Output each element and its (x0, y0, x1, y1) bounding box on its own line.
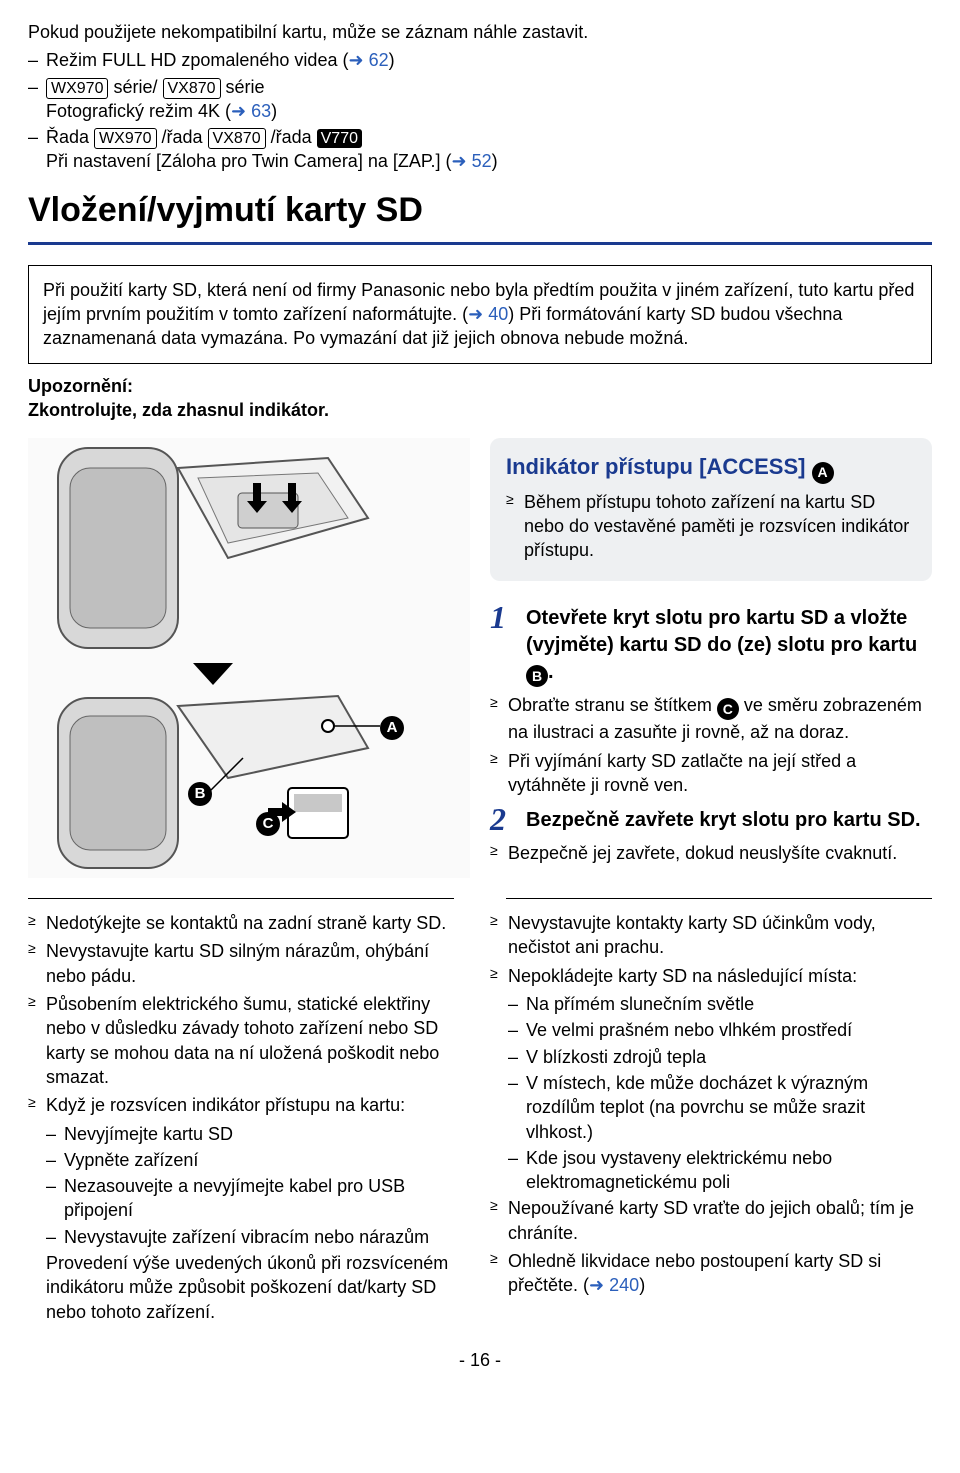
warning-text: Zkontrolujte, zda zhasnul indikátor. (28, 398, 932, 422)
step-1: 1 Otevřete kryt slotu pro kartu SD a vlo… (490, 601, 932, 687)
intro-item-2: WX970 série/ VX870 série Fotografický re… (28, 75, 932, 124)
text: Řada (46, 127, 94, 147)
text: ) (639, 1275, 645, 1295)
step1-bullet-2: Při vyjímání karty SD zatlačte na její s… (490, 749, 932, 798)
page-ref: 62 (369, 50, 389, 70)
model-tag-inverted: V770 (317, 129, 362, 148)
step2-bullet: Bezpečně jej zavřete, dokud neuslyšíte c… (490, 841, 932, 865)
figure-label-c: C (256, 812, 280, 836)
list-item: V blízkosti zdrojů tepla (508, 1045, 932, 1069)
bottom-left-tail: Provedení výše uvedených úkonů při rozsv… (46, 1251, 470, 1324)
section-title: Vložení/vyjmutí karty SD (28, 188, 932, 234)
step1-bullet-1: Obraťte stranu se štítkem C ve směru zob… (490, 693, 932, 745)
text: série (221, 77, 265, 97)
title-rule (28, 242, 932, 245)
intro-item-1-pre: Režim FULL HD zpomaleného videa ( (46, 50, 348, 70)
indicator-bullets: Během přístupu tohoto zařízení na kartu … (506, 490, 916, 563)
text: Obraťte stranu se štítkem (508, 695, 717, 715)
list-item: V místech, kde může docházet k výrazným … (508, 1071, 932, 1144)
indicator-title: Indikátor přístupu [ACCESS] A (506, 452, 916, 483)
text: ) (492, 151, 498, 171)
arrow-icon: ➜ (589, 1275, 609, 1295)
model-tag: VX870 (163, 78, 221, 99)
list-item: Vypněte zařízení (46, 1148, 470, 1172)
step1-text-a: Otevřete kryt slotu pro kartu SD a vložt… (526, 607, 917, 656)
step1-text-b: . (548, 661, 554, 683)
step-text: Otevřete kryt slotu pro kartu SD a vložt… (526, 601, 932, 687)
list-item: Nevystavujte zařízení vibracím nebo nára… (46, 1225, 470, 1249)
step2-bullets: Bezpečně jej zavřete, dokud neuslyšíte c… (490, 841, 932, 865)
list-item: Kde jsou vystaveny elektrickému nebo ele… (508, 1146, 932, 1195)
list-item: Nepoužívané karty SD vraťte do jejich ob… (490, 1196, 932, 1245)
list-item: Na přímém slunečním světle (508, 992, 932, 1016)
indicator-title-text: Indikátor přístupu [ACCESS] (506, 454, 812, 479)
indicator-bullet: Během přístupu tohoto zařízení na kartu … (506, 490, 916, 563)
arrow-icon: ➜ (231, 101, 251, 121)
model-tag: WX970 (46, 78, 108, 99)
bottom-right-sublist: Na přímém slunečním světle Ve velmi praš… (508, 992, 932, 1194)
bottom-left-list: Nedotýkejte se kontaktů na zadní straně … (28, 911, 470, 1117)
step-2: 2 Bezpečně zavřete kryt slotu pro kartu … (490, 803, 932, 835)
text: /řada (266, 127, 317, 147)
bottom-right-list-2: Nepoužívané karty SD vraťte do jejich ob… (490, 1196, 932, 1297)
list-item: Když je rozsvícen indikátor přístupu na … (28, 1093, 470, 1117)
divider (506, 898, 932, 899)
bottom-right-col: Nevystavujte kontakty karty SD účinkům v… (490, 878, 932, 1324)
bottom-left-col: Nedotýkejte se kontaktů na zadní straně … (28, 878, 470, 1324)
page-ref: 52 (472, 151, 492, 171)
text: Ohledně likvidace nebo postoupení karty … (508, 1251, 881, 1295)
circle-letter-b: B (526, 665, 548, 687)
page-ref: 40 (488, 304, 508, 324)
text: ) (271, 101, 277, 121)
illustration-row: A B C Indikátor přístupu [ACCESS] A Běhe… (28, 438, 932, 878)
model-tag: VX870 (208, 128, 266, 149)
list-item: Nevystavujte kartu SD silným nárazům, oh… (28, 939, 470, 988)
steps-block: 1 Otevřete kryt slotu pro kartu SD a vlo… (490, 601, 932, 866)
intro-item-3: Řada WX970 /řada VX870 /řada V770 Při na… (28, 125, 932, 174)
list-item: Nezasouvejte a nevyjímejte kabel pro USB… (46, 1174, 470, 1223)
model-tag: WX970 (94, 128, 156, 149)
intro-note: Pokud použijete nekompatibilní kartu, mů… (28, 20, 932, 44)
arrow-icon: ➜ (452, 151, 472, 171)
info-box: Při použití karty SD, která není od firm… (28, 265, 932, 364)
list-item: Působením elektrického šumu, statické el… (28, 992, 470, 1089)
text: /řada (157, 127, 208, 147)
warning-label: Upozornění: (28, 376, 133, 396)
step1-bullets: Obraťte stranu se štítkem C ve směru zob… (490, 693, 932, 797)
intro-list: Režim FULL HD zpomaleného videa (➜ 62) W… (28, 48, 932, 173)
right-column: Indikátor přístupu [ACCESS] A Během přís… (490, 438, 932, 869)
step-number: 1 (490, 601, 518, 687)
sd-card-illustration: A B C (28, 438, 470, 878)
warning-heading: Upozornění: (28, 374, 932, 398)
page-ref: 63 (251, 101, 271, 121)
list-item: Nepokládejte karty SD na následující mís… (490, 964, 932, 988)
intro-item-1: Režim FULL HD zpomaleného videa (➜ 62) (28, 48, 932, 72)
text: Při nastavení [Záloha pro Twin Camera] n… (46, 151, 452, 171)
list-item: Nedotýkejte se kontaktů na zadní straně … (28, 911, 470, 935)
illustration-svg (28, 438, 418, 878)
figure-label-b: B (188, 782, 212, 806)
circle-letter-c: C (717, 698, 739, 720)
arrow-icon: ➜ (468, 304, 488, 324)
text: série/ (108, 77, 162, 97)
list-item: Ve velmi prašném nebo vlhkém prostředí (508, 1018, 932, 1042)
divider (28, 898, 454, 899)
bottom-right-list: Nevystavujte kontakty karty SD účinkům v… (490, 911, 932, 988)
text: Fotografický režim 4K ( (46, 101, 231, 121)
page-number: - 16 - (28, 1348, 932, 1372)
list-item: Nevystavujte kontakty karty SD účinkům v… (490, 911, 932, 960)
bottom-columns: Nedotýkejte se kontaktů na zadní straně … (28, 878, 932, 1324)
indicator-box: Indikátor přístupu [ACCESS] A Během přís… (490, 438, 932, 580)
page-ref: 240 (609, 1275, 639, 1295)
step-text: Bezpečně zavřete kryt slotu pro kartu SD… (526, 803, 921, 835)
intro-item-1-post: ) (389, 50, 395, 70)
illustration-column: A B C (28, 438, 470, 878)
arrow-icon: ➜ (348, 50, 368, 70)
list-item: Nevyjímejte kartu SD (46, 1122, 470, 1146)
circle-letter-a: A (812, 462, 834, 484)
step-number: 2 (490, 803, 518, 835)
list-item: Ohledně likvidace nebo postoupení karty … (490, 1249, 932, 1298)
bottom-left-sublist: Nevyjímejte kartu SD Vypněte zařízení Ne… (46, 1122, 470, 1249)
figure-label-a: A (380, 716, 404, 740)
